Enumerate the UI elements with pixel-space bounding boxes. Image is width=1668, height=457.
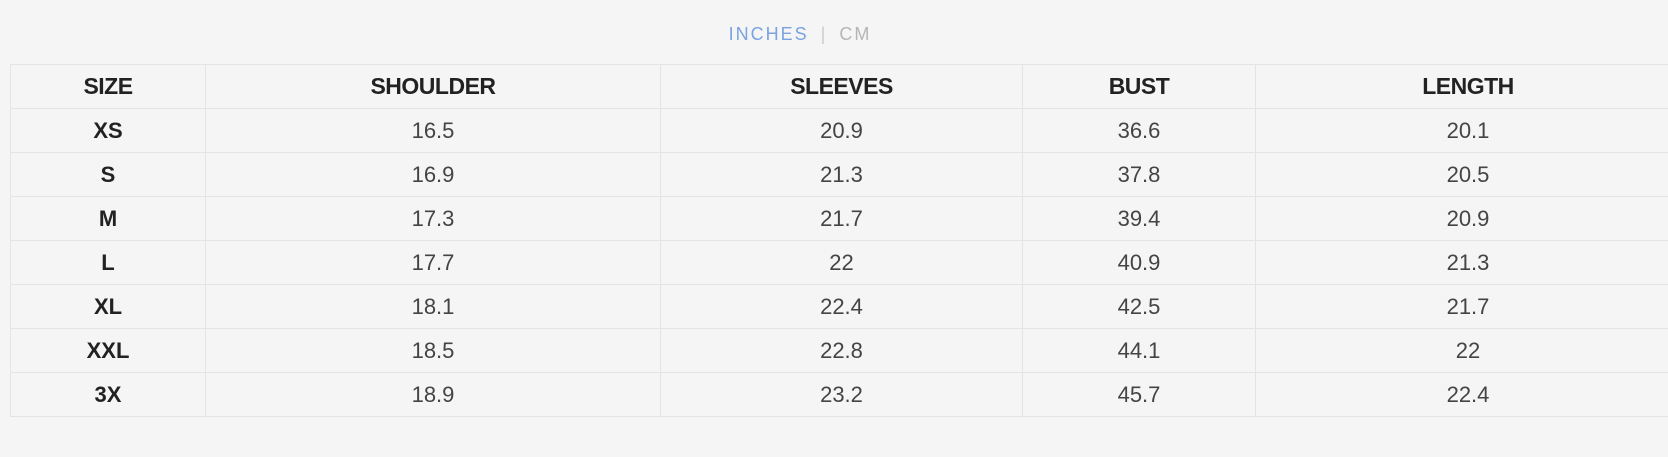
measurement-cell: 16.5 <box>205 108 661 153</box>
measurement-cell: 20.9 <box>660 108 1023 153</box>
table-row: S 16.9 21.3 37.8 20.5 <box>10 152 1668 197</box>
size-cell: XS <box>10 108 206 153</box>
table-row: L 17.7 22 40.9 21.3 <box>10 240 1668 285</box>
measurement-cell: 20.9 <box>1255 196 1668 241</box>
measurement-cell: 18.1 <box>205 284 661 329</box>
size-cell: M <box>10 196 206 241</box>
table-row: XXL 18.5 22.8 44.1 22 <box>10 328 1668 373</box>
measurement-cell: 44.1 <box>1022 328 1256 373</box>
unit-cm-tab[interactable]: CM <box>839 24 872 44</box>
measurement-cell: 18.5 <box>205 328 661 373</box>
column-header-size: SIZE <box>10 64 206 109</box>
unit-separator: | <box>820 24 828 44</box>
size-cell: L <box>10 240 206 285</box>
measurement-cell: 22 <box>660 240 1023 285</box>
header-row: SIZE SHOULDER SLEEVES BUST LENGTH <box>10 64 1668 109</box>
measurement-cell: 21.3 <box>1255 240 1668 285</box>
column-header-length: LENGTH <box>1255 64 1668 109</box>
size-cell: 3X <box>10 372 206 417</box>
measurement-cell: 42.5 <box>1022 284 1256 329</box>
measurement-cell: 21.3 <box>660 152 1023 197</box>
unit-toggle: INCHES | CM <box>0 24 1600 45</box>
measurement-cell: 22.8 <box>660 328 1023 373</box>
measurement-cell: 22.4 <box>660 284 1023 329</box>
table-row: XS 16.5 20.9 36.6 20.1 <box>10 108 1668 153</box>
table-row: 3X 18.9 23.2 45.7 22.4 <box>10 372 1668 417</box>
size-chart-table: SIZE SHOULDER SLEEVES BUST LENGTH XS 16.5 20.9… <box>10 64 1668 417</box>
column-header-bust: BUST <box>1022 64 1256 109</box>
column-header-shoulder: SHOULDER <box>205 64 661 109</box>
size-cell: S <box>10 152 206 197</box>
measurement-cell: 22 <box>1255 328 1668 373</box>
measurement-cell: 23.2 <box>660 372 1023 417</box>
measurement-cell: 37.8 <box>1022 152 1256 197</box>
column-header-sleeves: SLEEVES <box>660 64 1023 109</box>
measurement-cell: 22.4 <box>1255 372 1668 417</box>
measurement-cell: 21.7 <box>660 196 1023 241</box>
unit-inches-tab[interactable]: INCHES <box>728 24 809 44</box>
measurement-cell: 40.9 <box>1022 240 1256 285</box>
table-row: M 17.3 21.7 39.4 20.9 <box>10 196 1668 241</box>
table-row: XL 18.1 22.4 42.5 21.7 <box>10 284 1668 329</box>
size-cell: XL <box>10 284 206 329</box>
measurement-cell: 17.3 <box>205 196 661 241</box>
measurement-cell: 36.6 <box>1022 108 1256 153</box>
measurement-cell: 20.5 <box>1255 152 1668 197</box>
measurement-cell: 17.7 <box>205 240 661 285</box>
size-cell: XXL <box>10 328 206 373</box>
measurement-cell: 16.9 <box>205 152 661 197</box>
measurement-cell: 45.7 <box>1022 372 1256 417</box>
measurement-cell: 39.4 <box>1022 196 1256 241</box>
measurement-cell: 21.7 <box>1255 284 1668 329</box>
measurement-cell: 20.1 <box>1255 108 1668 153</box>
measurement-cell: 18.9 <box>205 372 661 417</box>
